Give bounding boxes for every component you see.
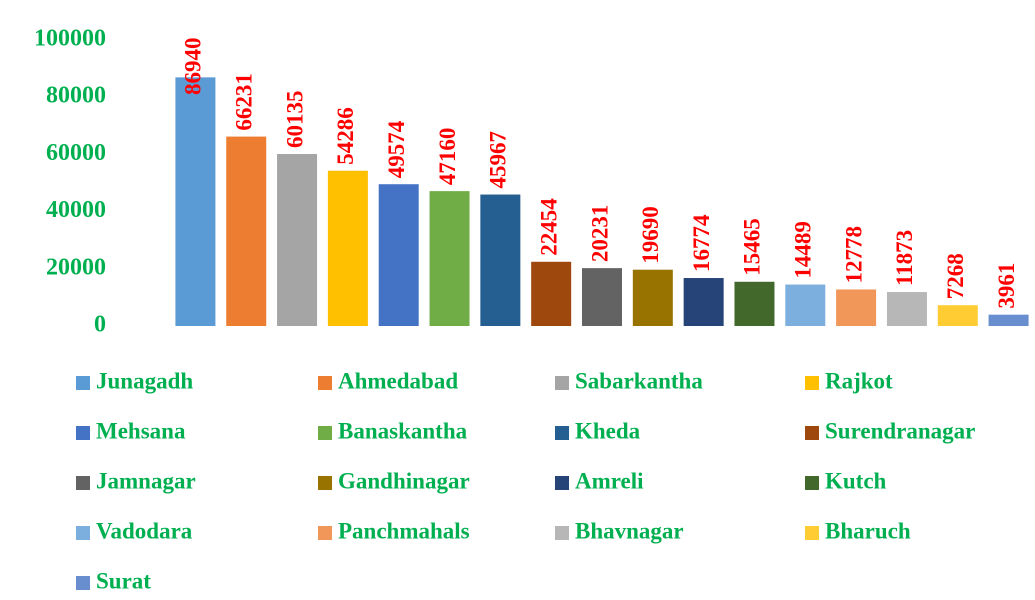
data-label: 14489 [791, 221, 816, 279]
legend-swatch [318, 476, 332, 490]
bar [226, 136, 267, 326]
data-label: 15465 [740, 218, 765, 276]
data-label: 19690 [638, 206, 663, 264]
legend-swatch [76, 376, 90, 390]
legend-label: Surendranagar [825, 418, 975, 443]
y-tick-label: 0 [94, 312, 106, 338]
legend-swatch [555, 426, 569, 440]
legend-swatch [555, 376, 569, 390]
bar [683, 278, 724, 326]
legend-swatch [555, 526, 569, 540]
legend-label: Bhavnagar [575, 518, 684, 543]
data-label: 66231 [232, 73, 257, 131]
y-tick-label: 20000 [46, 254, 106, 280]
data-label: 7268 [943, 253, 968, 299]
legend-swatch [805, 376, 819, 390]
bar [277, 154, 318, 326]
y-tick-label: 80000 [46, 83, 106, 109]
bar [175, 77, 216, 327]
data-label: 16774 [689, 214, 714, 272]
legend-label: Panchmahals [338, 518, 470, 543]
legend-label: Surat [96, 568, 151, 593]
legend-label: Mehsana [96, 418, 186, 443]
legend-swatch [805, 426, 819, 440]
bar [734, 281, 775, 326]
bar [480, 194, 521, 326]
legend-label: Sabarkantha [575, 368, 703, 393]
legend-label: Rajkot [825, 368, 893, 393]
bar [937, 305, 978, 326]
data-label: 86940 [181, 38, 206, 96]
data-label: 22454 [536, 198, 561, 256]
data-label: 49574 [384, 120, 409, 178]
data-label: 11873 [892, 230, 917, 286]
bar [531, 261, 572, 326]
bar [785, 284, 826, 326]
data-label: 54286 [333, 107, 358, 165]
data-label: 12778 [841, 226, 866, 284]
legend-swatch [805, 526, 819, 540]
legend-swatch [555, 476, 569, 490]
y-tick-label: 60000 [46, 140, 106, 166]
bar [632, 269, 673, 326]
data-label: 20231 [587, 205, 612, 263]
y-tick-label: 100000 [34, 26, 106, 52]
legend-swatch [318, 376, 332, 390]
bar [988, 314, 1029, 326]
legend-swatch [805, 476, 819, 490]
bar [327, 170, 368, 326]
bar [582, 268, 622, 326]
legend-label: Gandhinagar [338, 468, 470, 493]
bar [378, 184, 419, 326]
legend-swatch [76, 476, 90, 490]
legend-label: Kutch [825, 468, 887, 493]
legend-label: Junagadh [96, 368, 193, 393]
data-label: 45967 [486, 131, 511, 188]
legend-label: Ahmedabad [338, 368, 458, 393]
bar [886, 292, 927, 326]
legend-swatch [318, 526, 332, 540]
legend-swatch [76, 576, 90, 590]
bar [836, 289, 877, 326]
data-label: 60135 [282, 91, 307, 149]
legend-swatch [76, 426, 90, 440]
bar [429, 191, 470, 326]
legend-label: Kheda [575, 418, 641, 443]
legend-label: Amreli [575, 468, 644, 493]
legend-label: Banaskantha [338, 418, 468, 443]
legend-label: Bharuch [825, 518, 911, 543]
legend-label: Jamnagar [96, 468, 196, 493]
data-label: 3961 [994, 263, 1019, 309]
y-tick-label: 40000 [46, 197, 106, 223]
legend-swatch [76, 526, 90, 540]
data-label: 47160 [435, 128, 460, 186]
legend-label: Vadodara [96, 518, 193, 543]
legend-swatch [318, 426, 332, 440]
